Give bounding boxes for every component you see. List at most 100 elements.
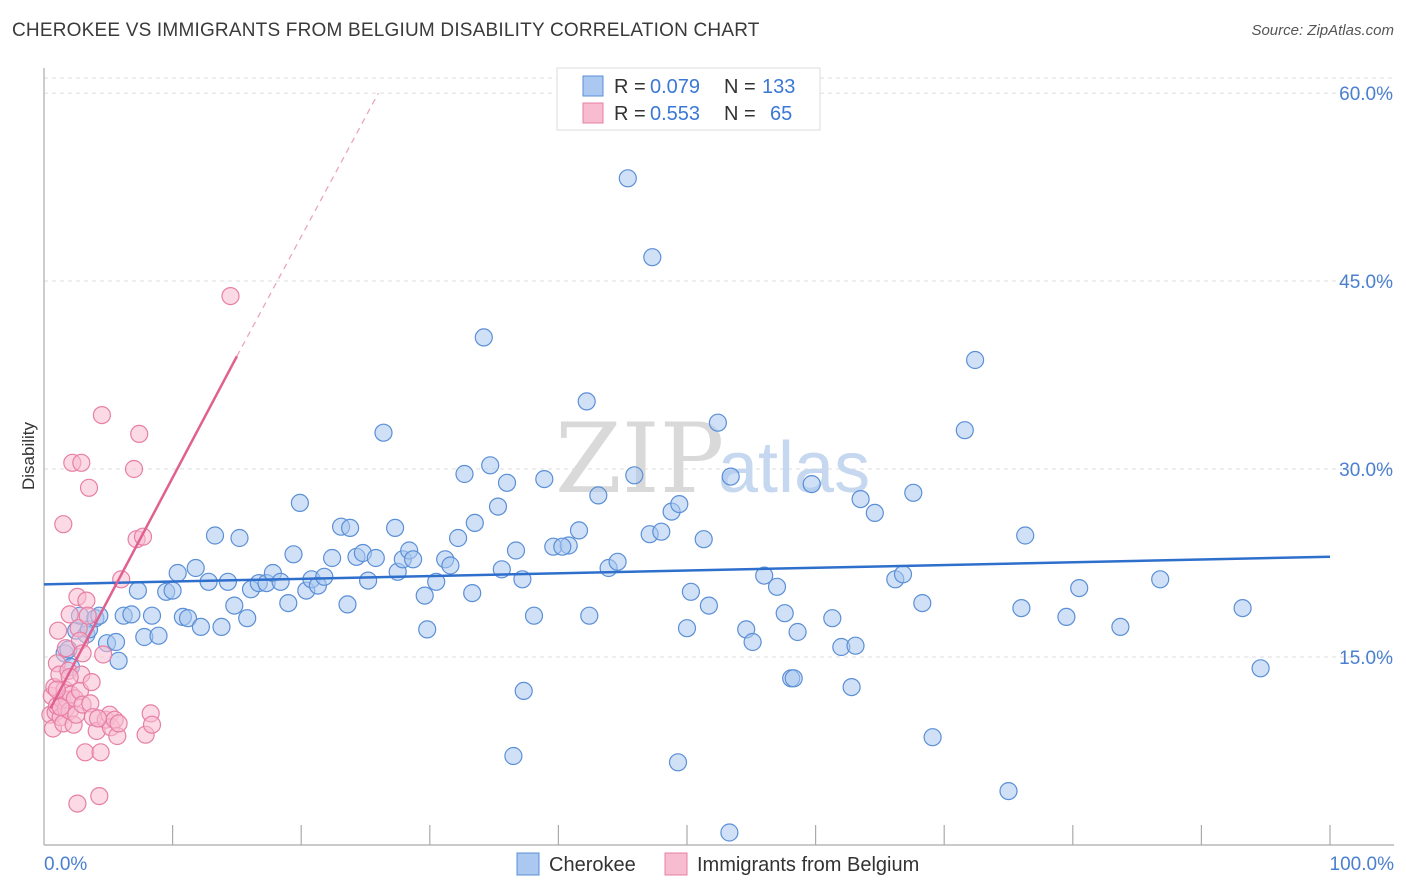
y-tick-label: 45.0% [1339, 272, 1393, 293]
y-tick-label: 15.0% [1339, 648, 1393, 669]
cherokee-point [775, 604, 794, 623]
cherokee-point [474, 328, 493, 347]
cherokee-point [681, 582, 701, 601]
cherokee-point [743, 632, 762, 652]
belgium-trend-extension [236, 92, 379, 357]
y-axis-tick-labels: 15.0% 30.0% 45.0% 60.0% [1339, 84, 1393, 669]
belgium-point [221, 287, 240, 306]
y-tick-label: 60.0% [1339, 84, 1393, 105]
belgium-trend-line [49, 355, 239, 709]
belgium-point [72, 453, 91, 472]
cherokee-point [338, 595, 357, 614]
watermark-zip: ZIP [555, 403, 724, 515]
cherokee-point [279, 593, 298, 613]
cherokee-point [965, 350, 985, 370]
cherokee-point [225, 596, 244, 615]
cherokee-point [721, 467, 740, 486]
cherokee-point [1111, 617, 1130, 637]
belgium-point [48, 621, 68, 640]
source-credit: Source: ZipAtlas.com [1251, 22, 1394, 39]
cherokee-point [178, 609, 198, 628]
cherokee-point [1251, 659, 1270, 678]
stats-r-label-cherokee: R = [614, 76, 646, 98]
cherokee-point [284, 545, 303, 564]
cherokee-point [999, 781, 1018, 801]
stats-n-value-belgium: 65 [770, 103, 792, 125]
cherokee-point [168, 563, 187, 583]
cherokee-point [290, 493, 309, 512]
cherokee-point [643, 248, 662, 267]
belgium-point [56, 639, 76, 658]
belgium-point [77, 591, 96, 610]
belgium-point [92, 406, 112, 425]
cherokee-point [374, 423, 393, 442]
y-axis-label: Disability [19, 421, 38, 490]
cherokee-point [186, 558, 205, 578]
cherokee-point [418, 620, 437, 639]
cherokee-point [497, 473, 517, 492]
cherokee-point [569, 521, 589, 540]
belgium-point [79, 478, 99, 497]
stats-n-value-cherokee: 133 [762, 76, 795, 98]
cherokee-point [366, 548, 385, 568]
cherokee-point [923, 728, 942, 747]
cherokee-point [608, 552, 627, 571]
cherokee-point [625, 466, 644, 485]
cherokee-point [580, 606, 599, 625]
cherokee-point [463, 583, 482, 603]
cherokee-point [191, 617, 210, 637]
stats-legend-swatch-belgium [582, 102, 604, 124]
belgium-point [82, 672, 101, 692]
cherokee-point [767, 577, 787, 596]
cherokee-point [106, 632, 126, 652]
cherokee-point [802, 475, 821, 494]
watermark-atlas: atlas [718, 428, 870, 508]
cherokee-point [553, 537, 572, 556]
cherokee-point [893, 565, 913, 584]
cherokee-point [904, 483, 923, 502]
cherokee-point [842, 677, 861, 697]
cherokee-point [694, 530, 713, 549]
cherokee-point [481, 456, 500, 475]
trend-lines [43, 92, 1331, 709]
cherokee-point [271, 572, 290, 591]
cherokee-point [238, 609, 257, 628]
cherokee-point [404, 550, 423, 569]
bottom-legend: Cherokee Immigrants from Belgium [516, 852, 919, 876]
belgium-point [124, 459, 144, 479]
cherokee-point [315, 567, 334, 586]
cherokee-point [163, 581, 182, 600]
cherokee-point [652, 522, 671, 541]
cherokee-point [128, 581, 147, 600]
belgium-point [88, 709, 108, 728]
cherokee-point [618, 169, 637, 188]
stats-r-label-belgium: R = [614, 103, 646, 125]
cherokee-point [514, 681, 533, 701]
cherokee-trend-line [43, 555, 1331, 586]
cherokee-point [577, 392, 596, 411]
x-tick-label-max: 100.0% [1330, 854, 1395, 875]
cherokee-point [506, 541, 526, 560]
belgium-point [130, 424, 149, 443]
belgium-point [76, 743, 95, 762]
cherokee-point [699, 596, 719, 615]
cherokee-point [149, 626, 168, 645]
cherokee-point [386, 518, 405, 538]
cherokee-point [218, 572, 237, 591]
cherokee-point [341, 518, 360, 538]
cherokee-point [122, 605, 141, 624]
cherokee-point [535, 470, 554, 489]
cherokee-point [359, 571, 378, 590]
stats-legend-swatch-cherokee [582, 75, 604, 97]
belgium-point [94, 645, 113, 664]
cherokee-point [415, 586, 434, 605]
legend-swatch-cherokee [516, 852, 540, 876]
cherokee-point [784, 669, 803, 688]
cherokee-point [427, 572, 446, 591]
cherokee-point [720, 823, 739, 842]
stats-r-value-belgium: 0.553 [650, 103, 700, 125]
cherokee-point [670, 495, 689, 514]
cherokee-point [212, 617, 231, 637]
cherokee-point [589, 486, 608, 505]
